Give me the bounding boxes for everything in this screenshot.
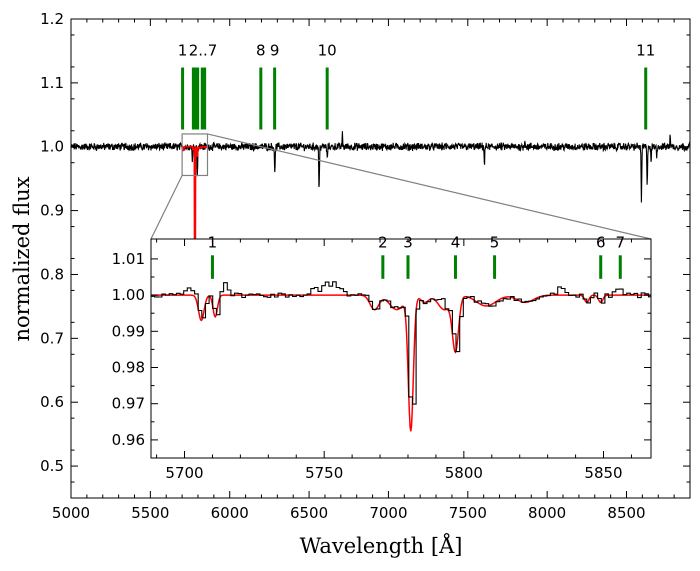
y-tick-label-0.6: 0.6 [40, 393, 64, 411]
inset-plot-frame [150, 238, 652, 459]
main-line-markers [181, 67, 648, 130]
inset-y-tick-label-0.97: 0.97 [112, 395, 145, 413]
x-axis-label: Wavelength [Å] [300, 533, 463, 558]
marker-label-1: 1 [178, 42, 188, 60]
y-tick-label-1.0: 1.0 [40, 138, 64, 156]
y-tick-label-1.1: 1.1 [40, 74, 64, 92]
x-tick-label-6000: 6000 [211, 504, 249, 522]
zoom-connector-left [150, 175, 183, 240]
inset-marker-label-2: 2 [378, 233, 388, 251]
main-observed-spectrum-line [70, 131, 691, 203]
inset-observed-spectrum-line [151, 281, 651, 405]
inset-y-tick-label-0.96: 0.96 [112, 431, 145, 449]
inset-y-tick-label-0.98: 0.98 [112, 359, 145, 377]
inset-background [151, 239, 651, 458]
main-x-ticks: 5000 5500 6000 6500 7000 7500 8000 8500 [52, 19, 675, 522]
x-tick-label-5000: 5000 [52, 504, 90, 522]
x-tick-label-8000: 8000 [528, 504, 566, 522]
inset-y-tick-label-1.00: 1.00 [112, 286, 145, 304]
zoom-region-box [181, 133, 209, 177]
main-y-ticks: 0.5 0.6 0.7 0.8 0.9 1.0 1.1 1.2 [40, 10, 690, 483]
inset-x-tick-label-5800: 5800 [445, 464, 483, 482]
y-tick-label-0.8: 0.8 [40, 265, 64, 283]
main-axes: 1 2..7 8 9 10 11 5000 5500 6000 6500 7000 7500 8000… [40, 10, 691, 522]
inset-marker-label-7: 7 [616, 233, 626, 251]
main-marker-labels: 1 2..7 8 9 10 11 [178, 42, 655, 60]
inset-marker-label-4: 4 [451, 233, 461, 251]
marker-label-8: 8 [256, 42, 266, 60]
inset-marker-label-6: 6 [596, 233, 606, 251]
inset-y-tick-label-1.01: 1.01 [112, 250, 145, 268]
inset-y-tick-label-0.99: 0.99 [112, 322, 145, 340]
y-axis-label: normalized flux [10, 176, 34, 341]
marker-label-10: 10 [318, 42, 337, 60]
inset-x-ticks: 5700 5750 5800 5850 [156, 239, 632, 482]
inset-line-markers [210, 255, 622, 279]
marker-label-2..7: 2..7 [189, 42, 218, 60]
inset-x-tick-label-5850: 5850 [584, 464, 622, 482]
y-tick-label-1.2: 1.2 [40, 10, 64, 28]
inset-x-tick-label-5750: 5750 [305, 464, 343, 482]
y-tick-label-0.7: 0.7 [40, 329, 64, 347]
zoom-connector-right [207, 133, 652, 240]
inset-x-tick-label-5700: 5700 [165, 464, 203, 482]
x-tick-label-6500: 6500 [290, 504, 328, 522]
inset-marker-label-5: 5 [490, 233, 500, 251]
y-tick-label-0.5: 0.5 [40, 457, 64, 475]
x-tick-label-7000: 7000 [369, 504, 407, 522]
x-tick-label-5500: 5500 [131, 504, 169, 522]
marker-label-9: 9 [270, 42, 280, 60]
y-tick-label-0.9: 0.9 [40, 202, 64, 220]
x-tick-label-7500: 7500 [449, 504, 487, 522]
main-plot-frame [70, 18, 691, 499]
marker-label-11: 11 [636, 42, 655, 60]
x-tick-label-8500: 8500 [607, 504, 645, 522]
inset-y-ticks: 0.96 0.97 0.98 0.99 1.00 1.01 [112, 250, 651, 449]
